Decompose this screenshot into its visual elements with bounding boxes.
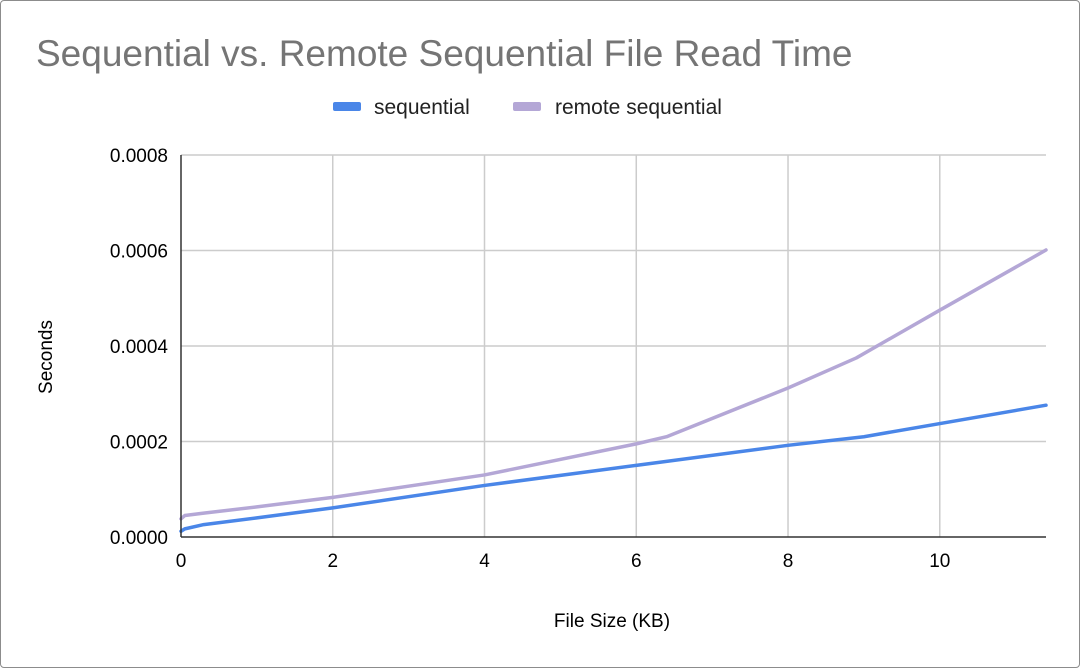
y-tick-label: 0.0002 [110, 433, 168, 454]
legend-label-remote-sequential: remote sequential [555, 96, 722, 119]
series-line-remote-sequential [179, 248, 1048, 521]
legend-swatch-sequential [333, 102, 361, 111]
x-tick-labels: 0 2 4 6 8 10 [176, 551, 951, 572]
x-tick-label: 10 [929, 551, 950, 572]
gridlines [181, 154, 1046, 537]
series-line-sequential [179, 403, 1048, 534]
x-tick-label: 8 [783, 551, 794, 572]
y-axis-label: Seconds [36, 320, 57, 394]
y-tick-label: 0.0008 [110, 146, 168, 167]
y-tick-label: 0.0004 [110, 337, 169, 358]
y-tick-labels: 0.0000 0.0002 0.0004 0.0006 0.0008 [110, 146, 169, 549]
legend: sequential remote sequential [333, 96, 722, 119]
series-lines [179, 248, 1048, 534]
y-tick-label: 0.0006 [110, 242, 168, 263]
axes [180, 155, 1046, 538]
x-tick-label: 6 [631, 551, 642, 572]
x-tick-label: 2 [327, 551, 338, 572]
chart-title: Sequential vs. Remote Sequential File Re… [36, 33, 853, 74]
x-tick-label: 4 [479, 551, 490, 572]
legend-swatch-remote-sequential [513, 102, 541, 111]
x-axis-label: File Size (KB) [554, 611, 670, 632]
x-tick-label: 0 [176, 551, 187, 572]
legend-label-sequential: sequential [374, 96, 470, 119]
y-tick-label: 0.0000 [110, 528, 168, 549]
